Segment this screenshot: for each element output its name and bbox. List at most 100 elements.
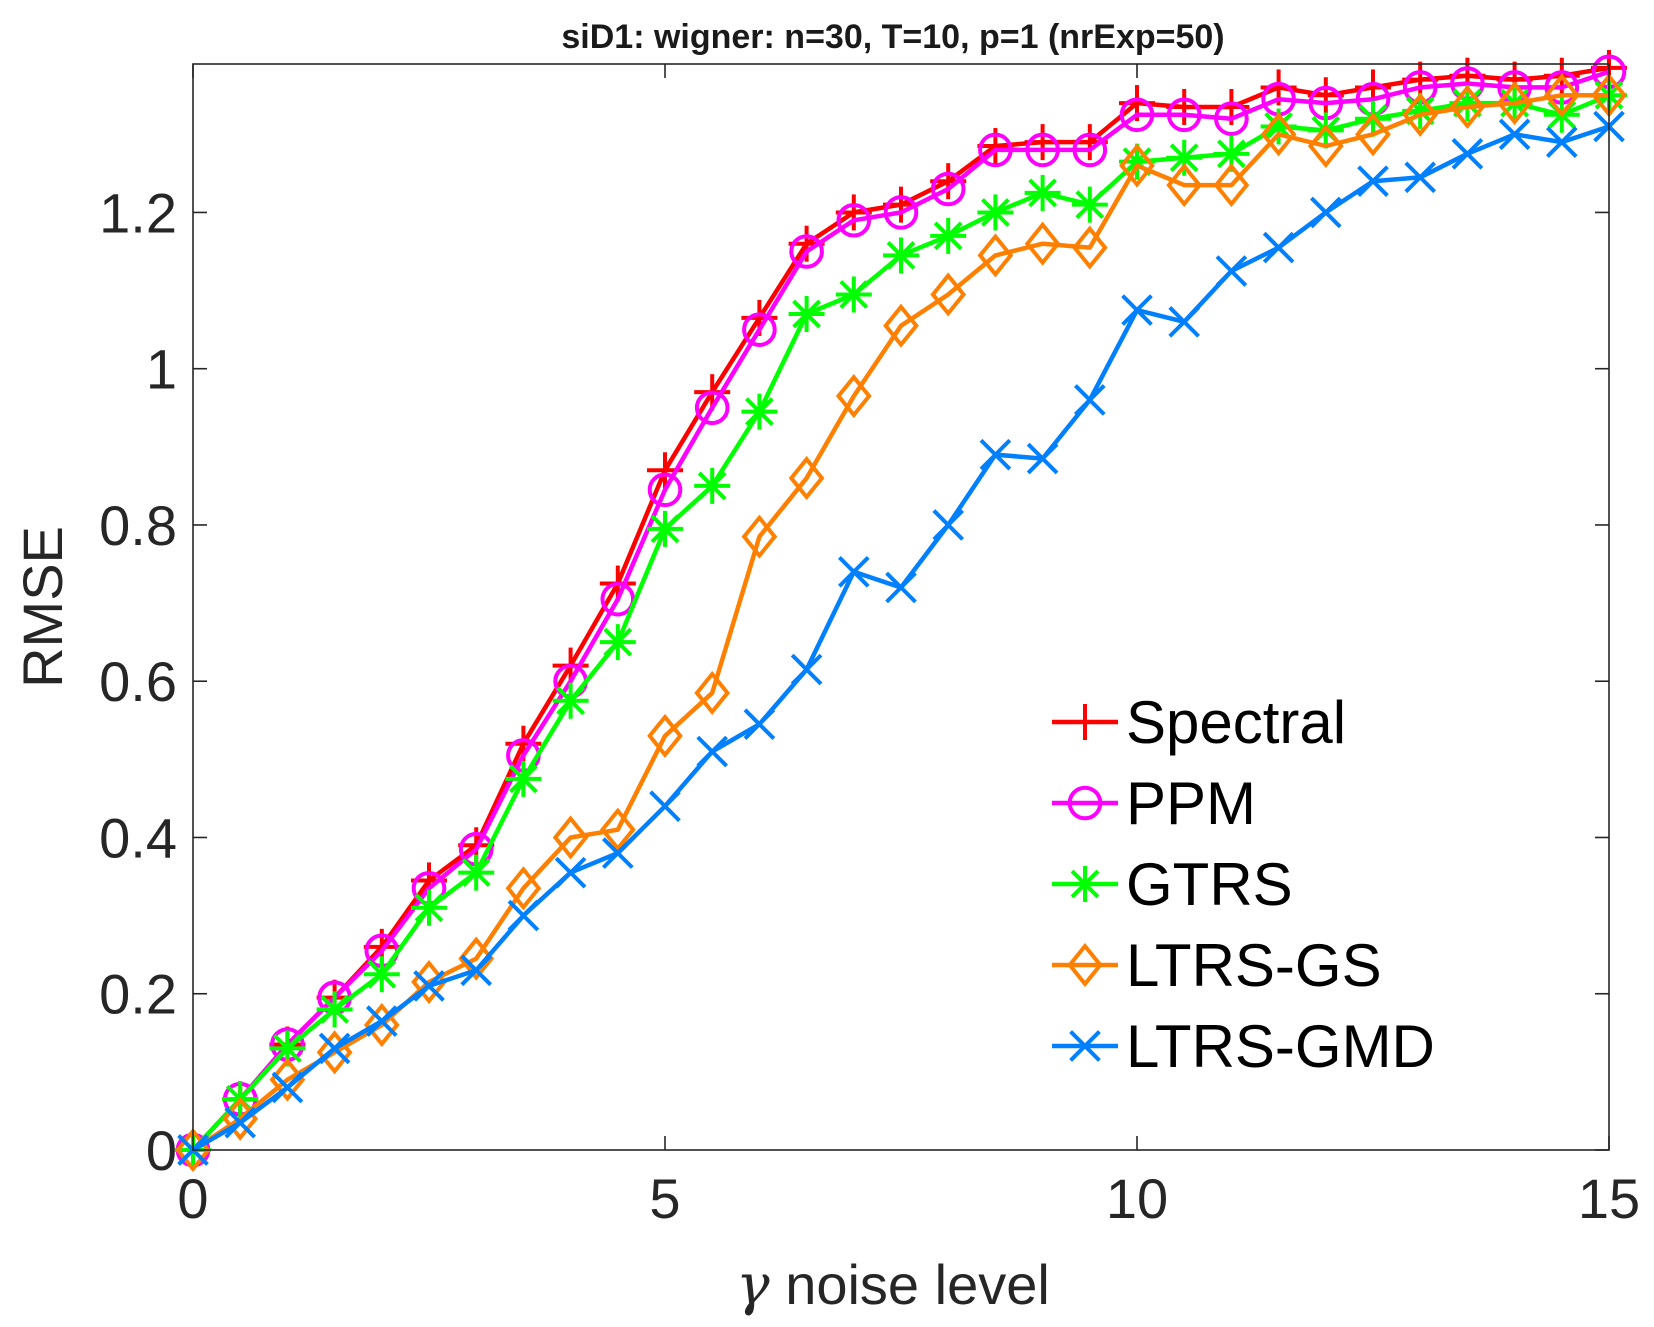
marker-plus bbox=[1067, 704, 1103, 740]
marker-cross bbox=[743, 708, 776, 741]
marker-cross bbox=[1073, 384, 1106, 416]
marker-cross bbox=[837, 556, 870, 588]
marker-circle bbox=[742, 312, 777, 347]
marker-diamond bbox=[1355, 112, 1391, 157]
marker-asterisk bbox=[788, 296, 825, 333]
marker-diamond bbox=[741, 514, 778, 559]
marker-cross bbox=[1498, 118, 1531, 151]
marker-circle bbox=[600, 581, 636, 617]
marker-cross bbox=[1262, 231, 1295, 264]
marker-circle bbox=[1119, 97, 1155, 133]
x-axis-label: γ noise level bbox=[736, 1253, 1050, 1318]
marker-asterisk bbox=[883, 237, 919, 274]
x-tick-label: 15 bbox=[1578, 1167, 1640, 1230]
marker-diamond bbox=[1402, 92, 1439, 137]
gamma-symbol: γ bbox=[736, 1253, 770, 1318]
marker-diamond bbox=[316, 1030, 353, 1075]
legend-label: Spectral bbox=[1126, 689, 1346, 756]
marker-asterisk bbox=[363, 956, 400, 993]
marker-asterisk bbox=[1024, 174, 1061, 211]
marker-circle bbox=[1067, 785, 1103, 821]
y-tick-label: 0.8 bbox=[99, 494, 177, 557]
marker-diamond bbox=[1024, 221, 1061, 266]
plot-frame bbox=[192, 63, 1610, 1151]
marker-cross bbox=[1309, 196, 1342, 229]
marker-diamond bbox=[552, 815, 589, 860]
marker-cross bbox=[1121, 294, 1153, 326]
marker-diamond bbox=[1119, 143, 1155, 188]
y-tick-label: 0.2 bbox=[99, 963, 177, 1026]
x-tick-label: 10 bbox=[1106, 1167, 1168, 1230]
legend-label: LTRS-GS bbox=[1126, 932, 1382, 999]
marker-cross bbox=[507, 899, 540, 932]
y-tick-label: 1 bbox=[146, 338, 177, 401]
legend-label: LTRS-GMD bbox=[1126, 1013, 1435, 1080]
marker-diamond bbox=[1449, 84, 1486, 130]
marker-circle bbox=[930, 171, 966, 207]
y-tick-label: 0.6 bbox=[99, 650, 177, 713]
marker-asterisk bbox=[1307, 112, 1344, 149]
marker-diamond bbox=[977, 233, 1014, 278]
marker-cross bbox=[554, 856, 587, 889]
marker-cross bbox=[1404, 161, 1437, 194]
legend-label: GTRS bbox=[1126, 851, 1293, 918]
marker-diamond bbox=[694, 670, 731, 716]
marker-cross bbox=[1357, 165, 1389, 198]
marker-diamond bbox=[930, 272, 967, 317]
marker-diamond bbox=[599, 807, 636, 852]
marker-cross bbox=[271, 1071, 304, 1104]
series-layer bbox=[175, 49, 1627, 1173]
y-tick-label: 1.2 bbox=[99, 181, 177, 244]
marker-asterisk bbox=[458, 854, 495, 891]
marker-cross bbox=[1026, 442, 1059, 475]
marker-circle bbox=[836, 202, 872, 238]
y-axis-label: RMSE bbox=[11, 526, 74, 688]
marker-asterisk bbox=[977, 194, 1014, 231]
marker-asterisk bbox=[694, 467, 731, 504]
marker-cross bbox=[790, 653, 823, 686]
x-tick-label: 5 bbox=[649, 1167, 680, 1230]
marker-diamond bbox=[1166, 163, 1203, 208]
marker-diamond bbox=[1213, 163, 1250, 208]
marker-circle bbox=[1025, 132, 1060, 168]
ticks: 0 5 10 15 0 0.2 0.4 0.6 0.8 1 1.2 bbox=[99, 64, 1640, 1230]
marker-cross bbox=[696, 735, 729, 768]
legend-item-ltrs-gs: LTRS-GS bbox=[1052, 932, 1382, 999]
marker-asterisk bbox=[647, 510, 683, 547]
marker-cross bbox=[365, 1005, 398, 1037]
marker-diamond bbox=[1071, 225, 1108, 270]
marker-diamond bbox=[835, 373, 872, 419]
marker-asterisk bbox=[1166, 139, 1203, 176]
legend-item-ltrs-gmd: LTRS-GMD bbox=[1052, 1013, 1435, 1080]
legend-item-gtrs: GTRS bbox=[1052, 851, 1293, 918]
marker-cross bbox=[318, 1032, 351, 1065]
marker-diamond bbox=[458, 936, 495, 981]
marker-circle bbox=[647, 472, 683, 508]
marker-cross bbox=[460, 954, 493, 987]
marker-diamond bbox=[1496, 80, 1533, 126]
marker-asterisk bbox=[930, 217, 967, 254]
marker-cross bbox=[1451, 138, 1484, 170]
marker-asterisk bbox=[599, 624, 636, 661]
marker-circle bbox=[978, 132, 1013, 168]
marker-asterisk bbox=[741, 393, 778, 430]
marker-cross bbox=[885, 571, 917, 604]
x-tick-label: 0 bbox=[177, 1167, 208, 1230]
marker-asterisk bbox=[835, 276, 872, 313]
marker-circle bbox=[789, 234, 824, 269]
marker-cross bbox=[1168, 306, 1201, 338]
marker-cross bbox=[413, 970, 445, 1002]
marker-cross bbox=[979, 438, 1012, 471]
marker-circle bbox=[883, 195, 919, 230]
marker-cross bbox=[1069, 1030, 1101, 1062]
marker-cross bbox=[1545, 126, 1578, 158]
marker-asterisk bbox=[1067, 866, 1103, 902]
marker-diamond bbox=[1067, 942, 1103, 988]
legend: Spectral PPM GTRS LTRS-GS LTRS-GMD bbox=[1052, 689, 1435, 1080]
marker-circle bbox=[1072, 132, 1108, 168]
marker-asterisk bbox=[505, 760, 542, 797]
marker-cross bbox=[1215, 255, 1248, 287]
series-line-ppm bbox=[191, 69, 1610, 1152]
marker-cross bbox=[649, 790, 681, 823]
